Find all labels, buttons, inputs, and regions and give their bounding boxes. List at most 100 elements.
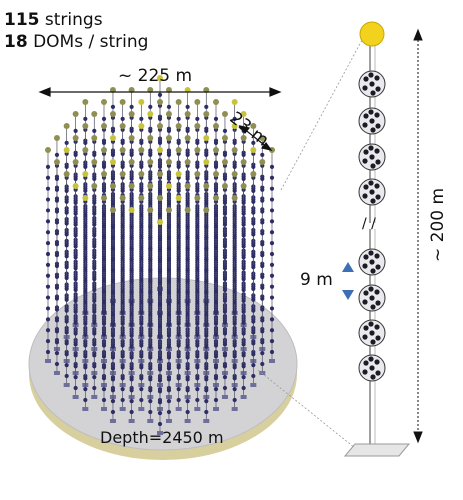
dom-icon (64, 140, 69, 145)
dom-icon (157, 247, 163, 252)
dom-icon (110, 176, 116, 181)
dom-icon (213, 376, 219, 381)
dom-icon (232, 387, 237, 392)
dom-icon (269, 186, 275, 191)
dom-icon (139, 234, 144, 239)
dom-icon (120, 116, 125, 121)
dom-icon (120, 365, 125, 370)
dom-icon (241, 364, 246, 369)
dom-icon (129, 344, 134, 349)
dom-icon (204, 311, 209, 317)
dom-icon (269, 328, 275, 333)
dom-icon (176, 212, 181, 217)
dom-icon (176, 343, 181, 348)
dom-icon (148, 344, 153, 349)
dom-icon (166, 409, 172, 415)
dom-icon (185, 279, 190, 284)
dom-icon (260, 307, 265, 312)
string (82, 195, 89, 411)
dom-icon (92, 211, 97, 216)
dom-icon (157, 92, 163, 97)
anchor-icon (213, 407, 219, 411)
dom-icon (45, 241, 51, 246)
dom-icon (73, 222, 78, 227)
dom-icon (64, 254, 69, 259)
dom-icon (83, 267, 88, 272)
dom-icon (101, 256, 107, 261)
dom-icon (166, 366, 172, 371)
dom-icon (232, 188, 237, 193)
dom-icon (129, 268, 134, 273)
dom-icon (129, 128, 134, 133)
dom-icon (139, 365, 144, 370)
dom-icon (195, 343, 200, 348)
dom-icon (92, 233, 97, 238)
dom-icon (120, 387, 125, 392)
buoy-icon (109, 207, 116, 213)
dom-icon (157, 280, 163, 285)
dom-icon (204, 322, 209, 327)
dom-icon (64, 330, 69, 335)
dom-icon (241, 385, 246, 391)
dom-icon (101, 223, 107, 228)
dom-icon (139, 245, 144, 250)
dom-icon (195, 188, 200, 193)
dom-icon (260, 187, 265, 192)
buoy-icon (147, 111, 154, 117)
buoy-icon (53, 135, 60, 141)
dom-icon (260, 340, 265, 345)
dom-icon (185, 200, 190, 205)
dom-icon (110, 128, 116, 133)
dom-icon (241, 211, 246, 216)
dom-icon (157, 302, 163, 307)
string (101, 195, 107, 411)
dom-icon (139, 310, 144, 315)
dom-icon (232, 140, 237, 145)
dom-icon (185, 409, 190, 415)
dom-spacing-arrow-icon (342, 262, 354, 300)
dom-icon (129, 409, 134, 415)
dom-icon (195, 256, 200, 261)
buoy-icon (213, 195, 219, 201)
dom-icon (139, 299, 144, 305)
dom-icon (204, 279, 209, 284)
dom-icon (64, 188, 69, 193)
dom-icon (54, 198, 60, 203)
buoy-icon (184, 135, 191, 141)
buoy-icon (165, 111, 172, 117)
dom-icon (73, 353, 78, 358)
dom-icon (129, 246, 134, 251)
buoy-icon (119, 99, 126, 105)
dom-icon (185, 290, 190, 295)
dom-icon (269, 164, 275, 169)
string (175, 195, 182, 411)
dom-icon (260, 263, 265, 269)
dom-icon (139, 332, 144, 337)
dom-icon (251, 373, 256, 379)
dom-icon (195, 365, 200, 370)
dom-icon (251, 221, 256, 226)
anchor-icon (109, 419, 116, 423)
dom-icon (54, 285, 60, 290)
dom-icon (157, 367, 163, 372)
dom-icon (54, 209, 60, 214)
dom-icon (166, 355, 172, 360)
dom-icon (176, 164, 181, 169)
dom-icon (232, 376, 237, 381)
dom-icon (110, 224, 116, 229)
anchor-icon (269, 359, 275, 363)
dom-icon (129, 301, 134, 306)
dom-icon (148, 200, 153, 205)
buoy-icon (165, 207, 172, 213)
dom-icon (73, 176, 78, 181)
dom-icon (110, 246, 116, 251)
dom-icon (269, 175, 275, 180)
string (109, 207, 116, 423)
dom-icon (241, 331, 246, 336)
dom-icon (101, 299, 107, 305)
dom-icon (120, 188, 125, 193)
dom-icon (148, 246, 153, 251)
dom-icon (83, 256, 88, 261)
dom-icon (232, 164, 237, 169)
dom-icon (232, 278, 237, 283)
